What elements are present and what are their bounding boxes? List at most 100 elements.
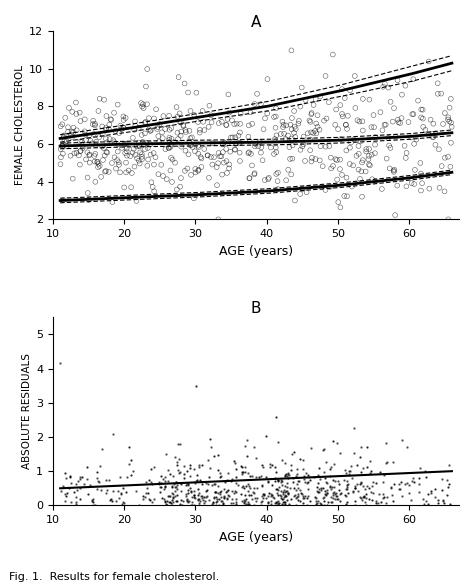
Point <box>121 139 129 149</box>
Point <box>293 469 301 479</box>
Point <box>410 477 418 486</box>
Point <box>283 486 291 495</box>
Point <box>297 497 304 506</box>
Point <box>270 492 277 501</box>
Point <box>371 149 379 158</box>
Point <box>280 498 287 507</box>
Point <box>353 460 361 470</box>
Point <box>163 499 170 508</box>
Point <box>336 155 344 164</box>
Point <box>268 460 275 470</box>
Point <box>384 133 392 143</box>
Point <box>376 467 384 477</box>
Point <box>342 484 350 493</box>
Point <box>379 477 387 486</box>
Point <box>293 493 301 502</box>
Point <box>195 491 202 500</box>
Point <box>258 491 265 501</box>
Point <box>182 146 189 156</box>
Point <box>330 488 337 497</box>
Point <box>193 470 201 480</box>
Point <box>381 120 388 129</box>
Point <box>342 500 349 509</box>
Point <box>76 484 84 493</box>
Point <box>447 499 454 508</box>
Point <box>439 495 447 504</box>
Point <box>163 496 171 505</box>
Point <box>122 488 130 497</box>
Point <box>214 488 222 497</box>
Point <box>351 483 359 493</box>
Point <box>258 481 265 490</box>
Point <box>210 479 218 488</box>
Point <box>322 142 329 152</box>
Point <box>86 150 93 159</box>
Point <box>91 119 99 129</box>
Point <box>146 495 154 505</box>
Point <box>295 477 302 486</box>
Point <box>156 488 164 497</box>
Point <box>359 116 366 126</box>
Point <box>162 483 169 492</box>
Point <box>192 88 200 97</box>
Point <box>92 140 100 150</box>
Point <box>368 495 376 505</box>
Point <box>177 487 184 496</box>
Point <box>343 497 351 507</box>
Point <box>273 489 281 498</box>
Point <box>447 94 455 104</box>
Point <box>102 488 109 498</box>
Point <box>183 467 191 476</box>
Point <box>228 494 236 504</box>
Point <box>84 173 91 182</box>
Point <box>283 486 290 495</box>
Point <box>282 472 289 481</box>
Point <box>365 95 373 104</box>
Point <box>81 127 89 136</box>
Point <box>361 491 368 501</box>
Point <box>74 477 82 486</box>
Point <box>132 150 139 160</box>
Point <box>383 498 390 508</box>
Point <box>161 494 168 504</box>
Point <box>292 125 300 134</box>
Point <box>214 450 222 460</box>
Point <box>286 154 294 164</box>
Point <box>62 496 69 505</box>
Point <box>128 168 136 178</box>
Point <box>311 492 319 501</box>
Point <box>419 105 427 115</box>
Point <box>379 82 387 91</box>
Point <box>295 116 303 126</box>
Point <box>173 185 181 194</box>
Point <box>322 185 329 195</box>
Point <box>57 122 64 131</box>
Point <box>278 476 286 486</box>
Point <box>313 483 320 492</box>
Point <box>236 139 244 148</box>
Point <box>316 498 324 507</box>
Point <box>422 472 430 481</box>
Point <box>278 500 286 509</box>
Point <box>216 490 224 499</box>
Point <box>222 487 229 497</box>
Point <box>313 483 320 492</box>
Point <box>177 131 184 140</box>
Point <box>323 477 330 487</box>
Point <box>168 483 175 492</box>
Point <box>336 497 344 506</box>
Point <box>419 122 427 132</box>
Point <box>342 490 349 500</box>
Text: Fig. 1.  Results for female cholesterol.: Fig. 1. Results for female cholesterol. <box>9 572 220 582</box>
Point <box>173 491 181 500</box>
Point <box>389 497 397 506</box>
Point <box>67 479 75 488</box>
Point <box>329 475 337 484</box>
Point <box>410 139 418 149</box>
Point <box>284 469 292 478</box>
Point <box>186 460 193 469</box>
Point <box>282 472 289 481</box>
Point <box>301 474 308 484</box>
Point <box>62 468 69 477</box>
Point <box>194 495 202 504</box>
